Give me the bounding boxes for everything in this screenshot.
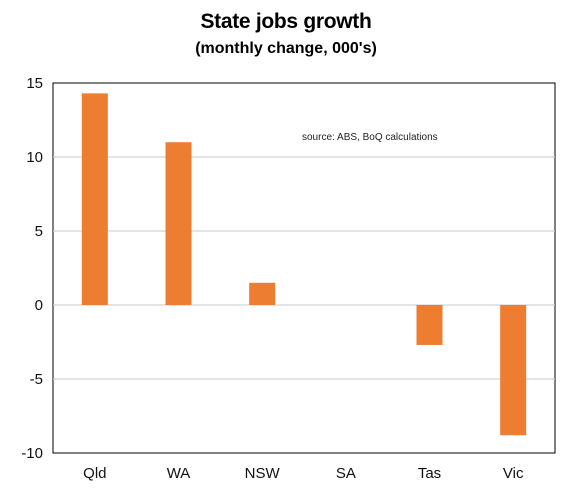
x-tick-label: Qld — [83, 465, 106, 482]
x-tick-label: NSW — [245, 465, 281, 482]
plot-frame — [52, 82, 556, 454]
x-tick-label: WA — [167, 465, 191, 482]
y-tick-label: 5 — [35, 223, 43, 240]
y-tick-label: 10 — [26, 149, 43, 166]
gridlines — [53, 156, 555, 380]
x-axis-ticks: Qld WA NSW SA Tas Vic — [83, 465, 524, 482]
bars — [81, 93, 527, 436]
bar-vic — [500, 305, 527, 436]
bar-tas — [416, 305, 443, 345]
source-annotation: source: ABS, BoQ calculations — [302, 132, 438, 143]
bar-nsw — [249, 282, 276, 305]
x-tick-label: SA — [336, 465, 356, 482]
y-axis-ticks: 15 10 5 0 -5 -10 — [21, 75, 43, 462]
bar-wa — [165, 142, 192, 305]
chart-subtitle: (monthly change, 000's) — [195, 40, 377, 57]
y-tick-label: 0 — [35, 297, 43, 314]
y-tick-label: 15 — [26, 75, 43, 92]
x-tick-label: Vic — [503, 465, 524, 482]
x-tick-label: Tas — [418, 465, 441, 482]
y-tick-label: -10 — [21, 445, 43, 462]
bar-qld — [81, 93, 108, 305]
y-tick-label: -5 — [30, 371, 43, 388]
chart-title: State jobs growth — [200, 10, 372, 33]
